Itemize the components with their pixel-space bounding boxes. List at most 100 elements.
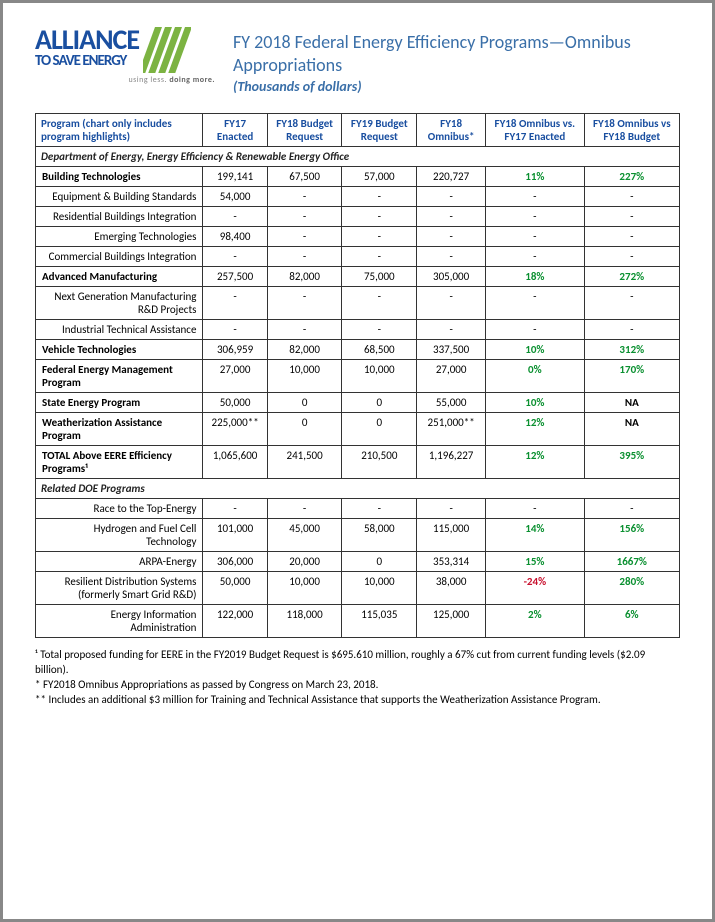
cell: 257,500 <box>203 267 267 287</box>
cell: 54,000 <box>203 187 267 207</box>
cell: - <box>203 320 267 340</box>
cell: - <box>267 227 342 247</box>
footnote: ¹ Total proposed funding for EERE in the… <box>35 648 680 678</box>
cell: 57,000 <box>342 167 417 187</box>
cell: 251,000** <box>417 413 486 446</box>
cell: 337,500 <box>417 340 486 360</box>
table-header-row: Program (chart only includes program hig… <box>36 114 680 147</box>
program-name: Commercial Buildings Integration <box>36 247 203 267</box>
table-row: Next Generation Manufacturing R&D Projec… <box>36 287 680 320</box>
cell: 280% <box>584 572 679 605</box>
cell: - <box>417 207 486 227</box>
col-header: FY19 Budget Request <box>342 114 417 147</box>
cell: - <box>342 247 417 267</box>
program-name: Race to the Top-Energy <box>36 499 203 519</box>
program-name: TOTAL Above EERE Efficiency Programs¹ <box>36 446 203 479</box>
cell: 10,000 <box>342 360 417 393</box>
cell: 115,035 <box>342 605 417 638</box>
cell: 115,000 <box>417 519 486 552</box>
cell: 125,000 <box>417 605 486 638</box>
table-row: ARPA-Energy306,00020,0000353,31415%1667% <box>36 552 680 572</box>
cell: 11% <box>486 167 585 187</box>
table-row: Hydrogen and Fuel Cell Technology101,000… <box>36 519 680 552</box>
cell: 20,000 <box>267 552 342 572</box>
table-row: Energy Information Administration122,000… <box>36 605 680 638</box>
cell: - <box>267 287 342 320</box>
cell: NA <box>584 393 679 413</box>
cell: 118,000 <box>267 605 342 638</box>
table-row: Residential Buildings Integration------ <box>36 207 680 227</box>
cell: 55,000 <box>417 393 486 413</box>
cell: 0 <box>342 552 417 572</box>
table-row: Advanced Manufacturing257,50082,00075,00… <box>36 267 680 287</box>
cell: - <box>342 227 417 247</box>
program-name: Resilient Distribution Systems (formerly… <box>36 572 203 605</box>
program-name: Building Technologies <box>36 167 203 187</box>
cell: - <box>584 227 679 247</box>
cell: 220,727 <box>417 167 486 187</box>
cell: - <box>203 207 267 227</box>
cell: - <box>417 187 486 207</box>
cell: - <box>203 247 267 267</box>
tagline-light: using less. <box>128 75 167 85</box>
cell: 1,065,600 <box>203 446 267 479</box>
cell: 50,000 <box>203 572 267 605</box>
logo-wordmark: ALLIANCE <box>35 27 139 52</box>
cell: 306,959 <box>203 340 267 360</box>
stripes-icon <box>143 27 191 73</box>
cell: 0 <box>342 393 417 413</box>
cell: 227% <box>584 167 679 187</box>
cell: - <box>584 247 679 267</box>
page-subtitle: (Thousands of dollars) <box>233 78 680 95</box>
cell: 395% <box>584 446 679 479</box>
cell: 50,000 <box>203 393 267 413</box>
table-row: Resilient Distribution Systems (formerly… <box>36 572 680 605</box>
cell: 272% <box>584 267 679 287</box>
cell: 10% <box>486 340 585 360</box>
cell: - <box>342 499 417 519</box>
cell: -24% <box>486 572 585 605</box>
appropriations-table: Program (chart only includes program hig… <box>35 113 680 638</box>
cell: - <box>267 499 342 519</box>
logo-subtext: TO SAVE ENERGY <box>35 54 139 69</box>
col-header: FY18 Omnibus vs. FY17 Enacted <box>486 114 585 147</box>
cell: - <box>584 499 679 519</box>
tagline-bold: doing more. <box>169 75 215 85</box>
cell: 75,000 <box>342 267 417 287</box>
page-title: FY 2018 Federal Energy Efficiency Progra… <box>233 31 680 76</box>
cell: 6% <box>584 605 679 638</box>
cell: 38,000 <box>417 572 486 605</box>
cell: - <box>486 499 585 519</box>
cell: 58,000 <box>342 519 417 552</box>
cell: - <box>417 499 486 519</box>
table-row: Commercial Buildings Integration------ <box>36 247 680 267</box>
table-row: Race to the Top-Energy------ <box>36 499 680 519</box>
cell: 312% <box>584 340 679 360</box>
cell: 306,000 <box>203 552 267 572</box>
cell: 156% <box>584 519 679 552</box>
cell: 12% <box>486 446 585 479</box>
cell: 10% <box>486 393 585 413</box>
cell: 82,000 <box>267 267 342 287</box>
cell: - <box>584 320 679 340</box>
program-name: State Energy Program <box>36 393 203 413</box>
cell: - <box>486 227 585 247</box>
program-name: Federal Energy Management Program <box>36 360 203 393</box>
program-name: Equipment & Building Standards <box>36 187 203 207</box>
cell: - <box>417 247 486 267</box>
cell: 1,196,227 <box>417 446 486 479</box>
logo-tagline: using less. doing more. <box>35 75 215 85</box>
cell: - <box>267 247 342 267</box>
cell: - <box>486 187 585 207</box>
table-row: TOTAL Above EERE Efficiency Programs¹1,0… <box>36 446 680 479</box>
footnote: * FY2018 Omnibus Appropriations as passe… <box>35 678 680 693</box>
cell: 241,500 <box>267 446 342 479</box>
cell: 82,000 <box>267 340 342 360</box>
cell: 68,500 <box>342 340 417 360</box>
cell: - <box>486 320 585 340</box>
cell: - <box>342 320 417 340</box>
table-row: Building Technologies199,14167,50057,000… <box>36 167 680 187</box>
cell: 45,000 <box>267 519 342 552</box>
cell: 12% <box>486 413 585 446</box>
section-row: Related DOE Programs <box>36 479 680 499</box>
